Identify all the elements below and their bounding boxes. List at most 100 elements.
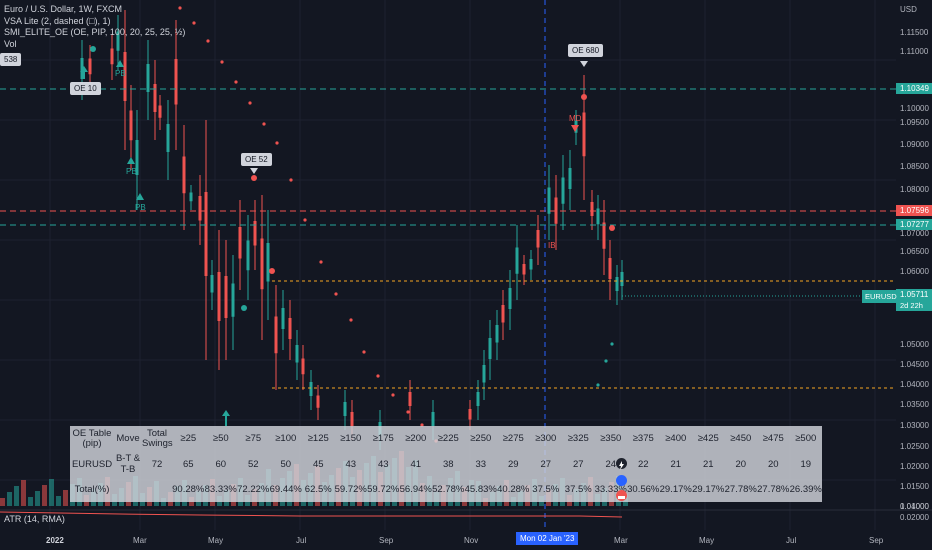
- oe-table-cell: 41: [410, 458, 422, 470]
- trail-dot: [178, 6, 182, 10]
- candle-body: [135, 140, 139, 175]
- down-arrow-oe680: [580, 61, 588, 67]
- oe-table: OE Table (pip) Move Total Swings ≥25 ≥50 ≥75 ≥…: [70, 426, 822, 502]
- candle-body: [238, 227, 242, 259]
- price-tag-green-mid: 1.07277: [896, 219, 932, 230]
- legend-symbol[interactable]: Euro / U.S. Dollar, 1W, FXCM: [4, 4, 123, 14]
- oe-table-cell: 65: [182, 458, 194, 470]
- oe-table-cell: 72: [151, 458, 163, 470]
- legend-vsa[interactable]: VSA Lite (2, dashed (□), 1): [4, 15, 111, 26]
- oe-table-cell: 38: [442, 458, 454, 470]
- oe-table-cell: 27: [572, 458, 584, 470]
- candle-body: [123, 52, 127, 101]
- atr-line: [0, 511, 623, 518]
- event-icon[interactable]: [616, 475, 627, 486]
- oe-table-total-cell: 37.5%: [564, 484, 592, 495]
- oe-table-header-cell: ≥100: [275, 432, 297, 444]
- oe680-tag: OE 680: [568, 44, 604, 57]
- volume-bar: [7, 492, 12, 506]
- volume-bar: [21, 480, 26, 506]
- candle-body: [129, 110, 133, 141]
- candle-body: [602, 222, 606, 249]
- oe-table-total-cell: 90.28%: [172, 484, 205, 495]
- trail-dot: [334, 292, 338, 296]
- candle-body: [274, 316, 278, 354]
- price-axis-label: 1.11500: [900, 28, 929, 37]
- trail-dot: [303, 218, 307, 222]
- pb-marker-1: [116, 60, 124, 67]
- atr-axis-label-1: 0.04000: [900, 502, 929, 511]
- oe-table-cell: 29: [507, 458, 519, 470]
- candle-body: [482, 365, 486, 383]
- price-axis-label: 1.06500: [900, 247, 929, 256]
- oe-table-header-cell: ≥500: [795, 432, 817, 444]
- oe-table-total-cell: 33.33%: [594, 484, 627, 495]
- oe-table-total-cell: 52.78%: [432, 484, 465, 495]
- trail-dot: [349, 318, 353, 322]
- candle-body: [260, 238, 264, 290]
- price-axis-label: 1.06000: [900, 267, 929, 276]
- legend-vol[interactable]: Vol: [4, 38, 17, 49]
- volume-bar: [161, 498, 166, 506]
- atr-legend[interactable]: ATR (14, RMA): [4, 514, 65, 524]
- volume-bar: [42, 485, 47, 506]
- time-label-sep: Sep: [379, 536, 394, 545]
- oe-table-total-cell: 56.94%: [399, 484, 432, 495]
- red-dot-2: [251, 175, 257, 181]
- legend-smi[interactable]: SMI_ELITE_OE (OE, PIP, 100, 20, 25, 25, …: [4, 27, 186, 37]
- oe-table-total-cell: 29.17%: [692, 484, 725, 495]
- red-dot-4: [609, 225, 615, 231]
- candle-body: [174, 59, 178, 105]
- red-dot-1: [269, 268, 275, 274]
- trail-dot: [275, 141, 279, 145]
- oe-table-total-cell: [142, 477, 172, 502]
- time-label-mar: Mar: [133, 536, 147, 545]
- trail-dots: [178, 6, 614, 443]
- teal-dot-2: [241, 305, 247, 311]
- trail-dot: [604, 359, 608, 363]
- price-axis-label: 1.01000: [900, 502, 929, 511]
- down-arrow-oe52: [250, 168, 258, 174]
- candle-body: [343, 402, 347, 416]
- time-label-may: May: [208, 536, 224, 545]
- candle-body: [590, 202, 594, 216]
- candle-body: [189, 192, 193, 202]
- trail-dot: [262, 122, 266, 126]
- oe-table-cell: 21: [670, 458, 682, 470]
- lightning-icon[interactable]: [616, 458, 627, 470]
- oe-table-header-cell: ≥200: [405, 432, 427, 444]
- oe-table-cell: 50: [280, 458, 292, 470]
- time-label-jul: Jul: [296, 536, 307, 545]
- oe-table-total-cell: 59.72%: [334, 484, 367, 495]
- teal-dot-1: [90, 46, 96, 52]
- oe-table-cell: 27: [540, 458, 552, 470]
- volume-bar: [483, 498, 488, 506]
- ib-label: IB: [548, 241, 556, 250]
- flag-icon[interactable]: [616, 490, 627, 501]
- price-axis-label: 1.09000: [900, 140, 929, 149]
- volume-bar: [49, 479, 54, 506]
- currency-label: USD: [900, 5, 917, 14]
- candle-body: [408, 392, 412, 406]
- price-tag-red: 1.07596: [896, 205, 932, 216]
- pb-label-3: PB: [135, 203, 146, 212]
- trail-dot: [596, 383, 600, 387]
- candle-body: [488, 338, 492, 359]
- pb-label-1: PB: [115, 69, 126, 78]
- oe-table-total-cell: 62.5%: [304, 484, 332, 495]
- oe-table-cell: 19: [800, 458, 812, 470]
- price-axis-label: 1.07000: [900, 229, 929, 238]
- trail-dot: [192, 21, 196, 25]
- candles: [80, 10, 624, 450]
- candle-body: [288, 318, 292, 339]
- price-axis-label: 1.05000: [900, 340, 929, 349]
- trail-dot: [420, 423, 424, 427]
- oe-table-header-cell: ≥300: [535, 432, 557, 444]
- candle-body: [536, 230, 540, 248]
- price-axis-label: 1.04000: [900, 380, 929, 389]
- trail-dot: [234, 80, 238, 84]
- pb-marker-3: [136, 193, 144, 200]
- oe-table-header: OE Table (pip) Move Total Swings ≥25 ≥50 ≥75 ≥…: [70, 426, 822, 451]
- candle-body: [568, 168, 572, 189]
